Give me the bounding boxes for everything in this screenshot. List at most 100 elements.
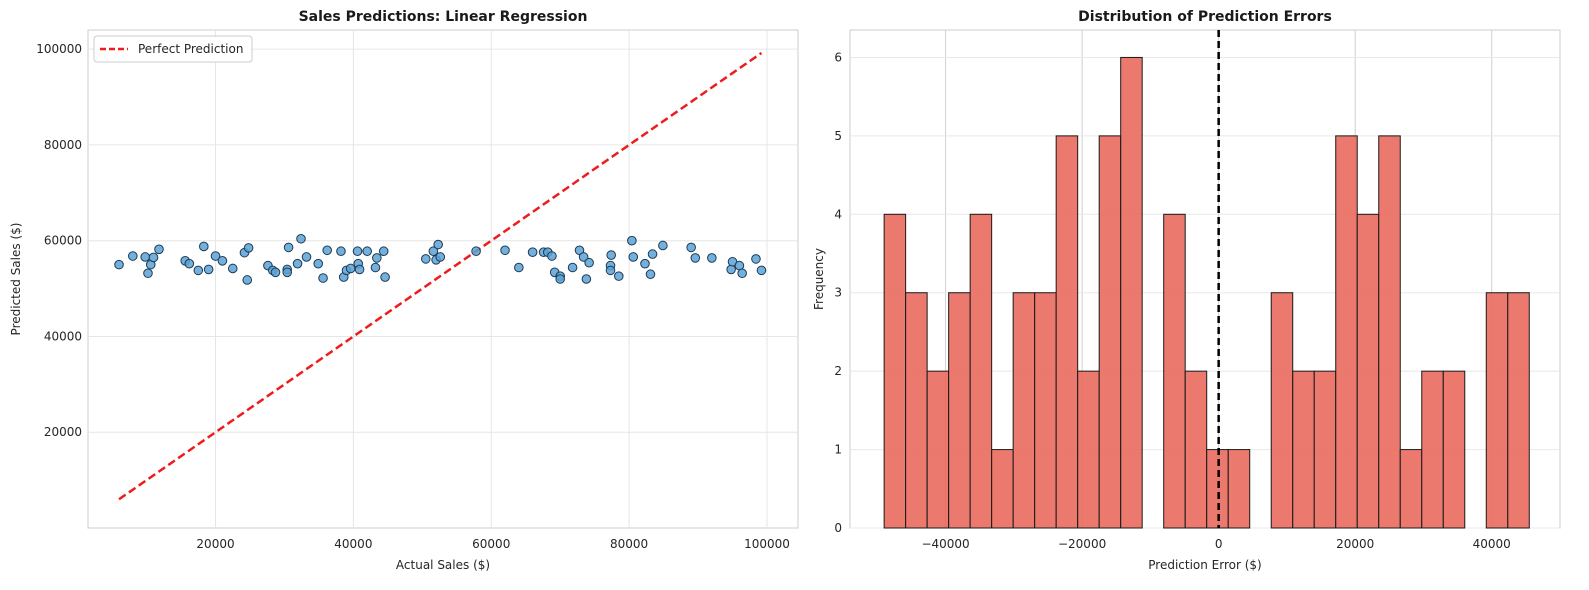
histogram-bar <box>1399 449 1423 529</box>
scatter-point <box>606 250 616 260</box>
x-tick-label: −20000 <box>1058 537 1106 551</box>
scatter-point <box>148 252 159 263</box>
histogram-bar <box>1485 292 1509 529</box>
scatter-point <box>318 273 328 283</box>
scatter-point <box>128 251 138 261</box>
histogram-bar <box>1098 135 1122 529</box>
x-tick-label: 20000 <box>196 537 234 551</box>
scatter-plot-area <box>87 29 799 529</box>
histogram-bar <box>926 370 950 529</box>
perfect-prediction-line <box>118 51 763 501</box>
scatter-point <box>627 235 637 246</box>
histogram-bar <box>1120 56 1143 529</box>
scatter-point <box>578 252 589 262</box>
scatter-point <box>567 262 578 273</box>
y-tick-label: 5 <box>834 129 842 143</box>
scatter-point <box>645 269 656 280</box>
scatter-point <box>435 252 446 262</box>
histogram-bar <box>991 449 1014 529</box>
scatter-point <box>193 265 204 276</box>
x-tick-label: 40000 <box>1473 537 1511 551</box>
scatter-point <box>282 267 293 278</box>
histogram-bar <box>1378 135 1401 529</box>
scatter-legend: Perfect Prediction <box>93 35 253 63</box>
scatter-point <box>354 264 365 275</box>
scatter-point <box>751 254 761 264</box>
scatter-point <box>737 268 747 279</box>
scatter-point <box>345 263 356 274</box>
scatter-point <box>527 247 538 257</box>
histogram-bar <box>1356 213 1380 529</box>
scatter-point <box>756 265 767 276</box>
scatter-point <box>114 259 124 270</box>
x-tick-label: 100000 <box>744 537 790 551</box>
y-tick-label: 100000 <box>36 42 82 56</box>
x-tick-label: 20000 <box>1336 537 1374 551</box>
y-tick-label: 6 <box>834 50 842 64</box>
scatter-point <box>184 258 195 269</box>
y-tick-label: 4 <box>834 207 842 221</box>
histogram-bar <box>1012 292 1036 529</box>
scatter-point <box>227 263 238 274</box>
histogram-bar <box>1292 370 1315 529</box>
scatter-point <box>420 254 431 264</box>
scatter-point <box>140 252 151 262</box>
y-tick-label: 2 <box>834 364 842 378</box>
scatter-point <box>428 246 439 257</box>
scatter-point <box>726 264 736 275</box>
histogram-title: Distribution of Prediction Errors <box>1078 9 1332 25</box>
scatter-point <box>292 258 303 269</box>
y-tick-label: 40000 <box>44 329 82 343</box>
scatter-point <box>433 239 443 250</box>
histogram-bar <box>1421 370 1444 529</box>
scatter-point <box>471 246 481 257</box>
histogram-bar <box>1227 449 1251 529</box>
scatter-point <box>380 272 390 282</box>
scatter-point <box>690 253 701 263</box>
histogram-bar <box>1313 370 1337 529</box>
scatter-point <box>613 271 624 281</box>
histogram-bar <box>1184 370 1208 529</box>
scatter-point <box>547 251 557 261</box>
histogram-bar <box>1335 135 1358 529</box>
histogram-bar <box>948 292 971 529</box>
histogram-y-label: Frequency <box>812 248 826 310</box>
y-tick-label: 0 <box>834 521 842 535</box>
y-tick-label: 3 <box>834 286 842 300</box>
scatter-point <box>378 246 389 257</box>
y-tick-label: 1 <box>834 443 842 457</box>
scatter-point <box>322 245 332 256</box>
scatter-point <box>210 251 221 261</box>
scatter-point <box>584 257 594 268</box>
histogram-bar <box>1055 135 1079 529</box>
scatter-point <box>217 256 228 266</box>
scatter-y-label: Predicted Sales ($) <box>9 223 23 336</box>
legend-label: Perfect Prediction <box>138 42 243 56</box>
scatter-point <box>296 233 306 244</box>
scatter-point <box>658 240 668 251</box>
scatter-point <box>372 253 382 263</box>
scatter-point <box>301 252 312 262</box>
scatter-point <box>154 244 164 255</box>
histogram-bar <box>1034 292 1057 529</box>
x-tick-label: −40000 <box>921 537 969 551</box>
scatter-title: Sales Predictions: Linear Regression <box>299 9 588 25</box>
x-tick-label: 80000 <box>610 537 648 551</box>
scatter-point <box>628 252 639 262</box>
scatter-point <box>686 242 696 253</box>
histogram-bar <box>1270 292 1294 529</box>
y-tick-label: 20000 <box>44 425 82 439</box>
histogram-bar <box>883 213 907 529</box>
scatter-point <box>203 264 214 275</box>
x-tick-label: 60000 <box>472 537 510 551</box>
scatter-point <box>270 267 281 278</box>
histogram-bar <box>905 292 928 529</box>
scatter-point <box>336 246 346 257</box>
scatter-point <box>352 246 363 257</box>
scatter-point <box>514 262 524 273</box>
scatter-point <box>243 243 254 253</box>
scatter-chart: 20000 40000 60000 80000 100000 20000 40000 6000… <box>9 9 799 572</box>
histogram-bar <box>1442 370 1466 529</box>
scatter-point <box>647 249 658 259</box>
